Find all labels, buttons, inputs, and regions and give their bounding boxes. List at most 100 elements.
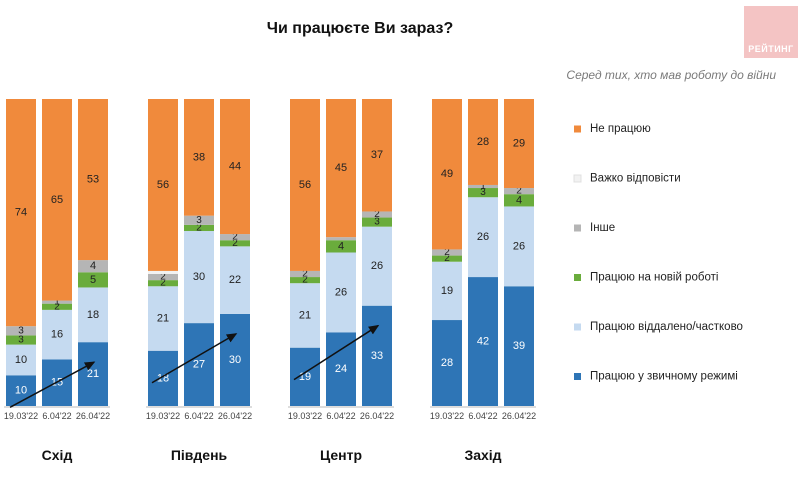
bar-remote-3-0 [432,261,462,321]
data-label-usual-3-0: 28 [441,357,453,369]
data-label-usual-1-2: 30 [229,354,241,366]
data-label-remote-1-2: 22 [229,274,241,286]
date-label-1-0: 19.03'22 [146,411,180,421]
bar-other-3-1 [468,184,498,189]
bar-not_working-0-0 [6,99,36,327]
data-label-other-2-0: 2 [302,268,308,279]
bar-remote-3-2 [504,206,534,287]
data-label-not_working-2-1: 45 [335,162,347,174]
bar-new_job-2-1 [326,240,356,253]
data-label-new_job-2-1: 4 [338,240,344,252]
logo-text: РЕЙТИНГ [748,44,794,54]
bar-not_working-1-2 [220,99,250,235]
bar-new_job-1-1 [184,224,214,232]
legend-label-hard_to_say: Важко відповісти [590,173,681,185]
data-label-usual-1-1: 27 [193,359,205,371]
date-label-3-2: 26.04'22 [502,411,536,421]
date-label-3-1: 6.04'22 [468,411,497,421]
data-label-usual-3-2: 39 [513,340,525,352]
date-label-2-1: 6.04'22 [326,411,355,421]
data-label-remote-3-2: 26 [513,240,525,252]
legend-swatch-remote [574,323,581,331]
legend-swatch-other [574,224,581,232]
bar-other-0-2 [78,260,108,273]
bar-new_job-3-2 [504,194,534,207]
date-label-1-1: 6.04'22 [184,411,213,421]
bar-other-3-2 [504,188,534,195]
date-label-2-2: 26.04'22 [360,411,394,421]
bar-other-1-1 [184,215,214,225]
date-label-2-0: 19.03'22 [288,411,322,421]
data-label-new_job-1-0: 2 [160,278,166,289]
bar-remote-0-2 [78,287,108,343]
bar-new_job-1-2 [220,240,250,247]
data-label-remote-0-1: 16 [51,329,63,341]
legend-label-new_job: Працюю на новій роботі [590,272,718,284]
data-label-not_working-1-1: 38 [193,151,205,163]
data-label-not_working-2-2: 37 [371,149,383,161]
bar-hard_to_say-1-0 [148,270,178,274]
bar-not_working-3-1 [468,99,498,185]
bar-remote-2-2 [362,226,392,306]
data-label-remote-3-1: 26 [477,231,489,243]
bar-usual-1-2 [220,313,250,406]
bar-usual-3-0 [432,320,462,406]
data-label-other-1-1: 3 [196,215,202,226]
group-name-3: Захід [464,447,501,463]
bar-not_working-3-2 [504,99,534,189]
bar-usual-3-2 [504,286,534,406]
bar-usual-1-1 [184,323,214,406]
data-label-not_working-3-0: 49 [441,168,453,180]
bar-usual-3-1 [468,277,498,406]
data-label-other-1-0: 2 [160,272,166,283]
bar-not_working-2-2 [362,99,392,212]
bar-not_working-0-1 [42,99,72,301]
data-label-usual-3-1: 42 [477,336,489,348]
bar-new_job-2-0 [290,277,320,284]
chart-subtitle: Серед тих, хто мав роботу до війни [566,68,776,82]
data-label-remote-0-2: 18 [87,309,99,321]
bar-other-0-1 [42,300,72,304]
data-label-new_job-1-1: 2 [196,222,202,233]
bar-new_job-2-2 [362,217,392,227]
data-label-other-3-1: 1 [480,181,486,192]
legend-swatch-usual [574,373,581,380]
bar-remote-1-2 [220,246,250,314]
data-label-other-0-1: 1 [54,297,60,308]
date-label-3-0: 19.03'22 [430,411,464,421]
data-label-remote-2-2: 26 [371,260,383,272]
data-label-new_job-2-0: 2 [302,275,308,286]
bar-not_working-0-2 [78,99,108,261]
date-label-0-0: 19.03'22 [4,411,38,421]
bar-other-2-2 [362,211,392,218]
chart-title: Чи працюєте Ви зараз? [266,20,454,37]
data-label-not_working-0-0: 74 [15,207,27,219]
legend-label-remote: Працюю віддалено/частково [590,321,743,333]
bar-not_working-2-0 [290,99,320,271]
bar-remote-1-0 [148,286,178,351]
bar-other-1-0 [148,273,178,281]
legend-swatch-hard_to_say [573,174,582,183]
data-label-remote-0-0: 10 [15,354,27,366]
bar-new_job-1-0 [148,280,178,287]
legend-swatch-not_working [574,125,581,133]
bar-not_working-1-1 [184,99,214,216]
bar-not_working-1-0 [148,99,178,271]
data-label-other-3-0: 2 [444,247,450,258]
bar-other-3-0 [432,249,462,256]
legend-label-usual: Працюю у звичному режимі [590,371,738,383]
legend-swatch-new_job [574,274,581,281]
data-label-other-1-2: 2 [232,232,238,243]
bar-remote-2-0 [290,283,320,348]
trend-arrow-0 [9,361,96,408]
data-label-not_working-1-2: 44 [229,161,241,173]
data-label-other-3-2: 2 [516,186,522,197]
data-label-new_job-0-0: 3 [18,334,24,345]
data-label-new_job-0-1: 2 [54,301,60,312]
data-label-not_working-1-0: 56 [157,179,169,191]
rating-logo: РЕЙТИНГ [744,6,798,58]
data-label-remote-2-1: 26 [335,286,347,298]
bar-usual-2-2 [362,305,392,406]
data-label-not_working-2-0: 56 [299,179,311,191]
